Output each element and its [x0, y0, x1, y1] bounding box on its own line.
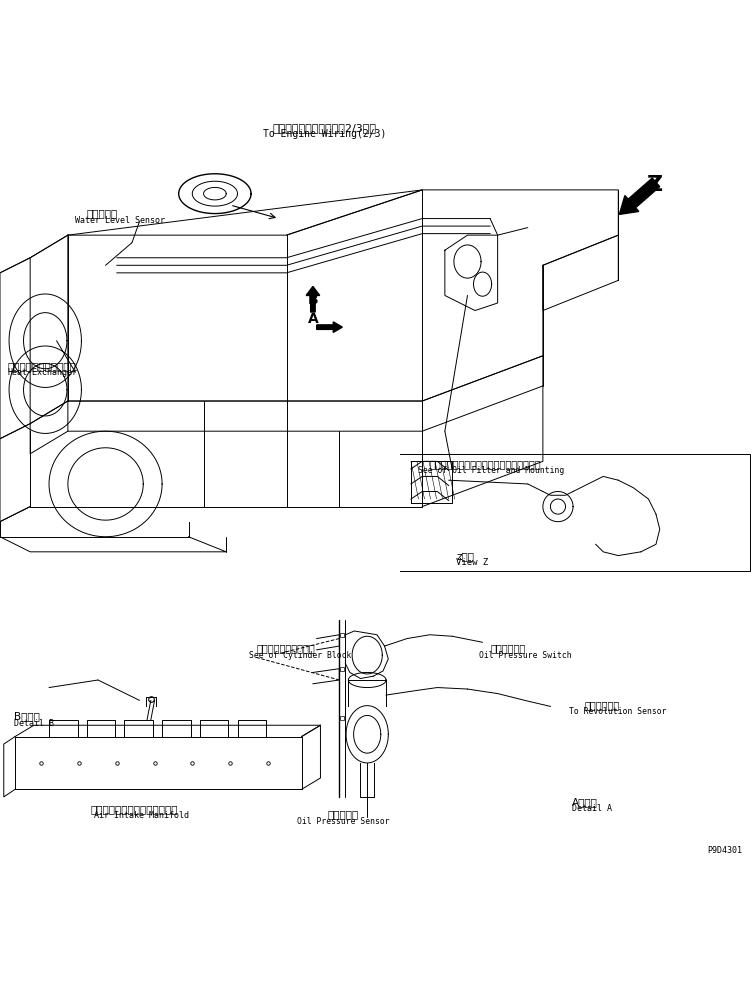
FancyArrow shape [306, 286, 320, 312]
Text: エアーインテークマニホールド: エアーインテークマニホールド [90, 804, 178, 814]
Text: View Z: View Z [456, 558, 489, 567]
Text: A: A [308, 312, 318, 325]
Text: Detail A: Detail A [572, 804, 611, 813]
Text: z　視: z 視 [456, 550, 474, 561]
Text: オイルフィルタおよびマウンティング参照: オイルフィルタおよびマウンティング参照 [430, 459, 541, 469]
Text: To Revolution Sensor: To Revolution Sensor [569, 707, 667, 717]
Text: Detail B: Detail B [14, 719, 54, 727]
Text: 回転センサへ: 回転センサへ [584, 700, 620, 710]
Text: 水位センサ: 水位センサ [87, 208, 118, 218]
Text: See of Cylinder Block: See of Cylinder Block [249, 651, 351, 660]
Text: エンジンワイヤリング（2/3）へ: エンジンワイヤリング（2/3）へ [272, 123, 376, 133]
Text: To Engine Wiring(2/3): To Engine Wiring(2/3) [262, 129, 386, 139]
Text: Oil Pressure Sensor: Oil Pressure Sensor [297, 817, 389, 826]
Text: 油圧センサ: 油圧センサ [327, 809, 359, 820]
Text: A　詳細: A 詳細 [572, 796, 597, 807]
FancyArrow shape [317, 321, 342, 332]
Text: Heat-Exchanger: Heat-Exchanger [8, 368, 78, 376]
FancyArrow shape [619, 178, 660, 214]
Text: 油圧スイッチ: 油圧スイッチ [490, 644, 526, 654]
Text: See of Oil Filter and Mounting: See of Oil Filter and Mounting [418, 466, 565, 475]
Text: Water Level Sensor: Water Level Sensor [75, 215, 165, 224]
Text: Z: Z [647, 175, 663, 196]
Text: P9D4301: P9D4301 [708, 846, 743, 855]
Text: Oil Pressure Switch: Oil Pressure Switch [479, 651, 572, 660]
Text: シリンダブロック参照: シリンダブロック参照 [256, 644, 315, 654]
Text: B　詳細: B 詳細 [14, 712, 39, 722]
Text: Air Intake Manifold: Air Intake Manifold [94, 811, 189, 820]
Text: B: B [308, 293, 318, 307]
Text: ヒートエクスチェンジャ: ヒートエクスチェンジャ [8, 361, 76, 371]
